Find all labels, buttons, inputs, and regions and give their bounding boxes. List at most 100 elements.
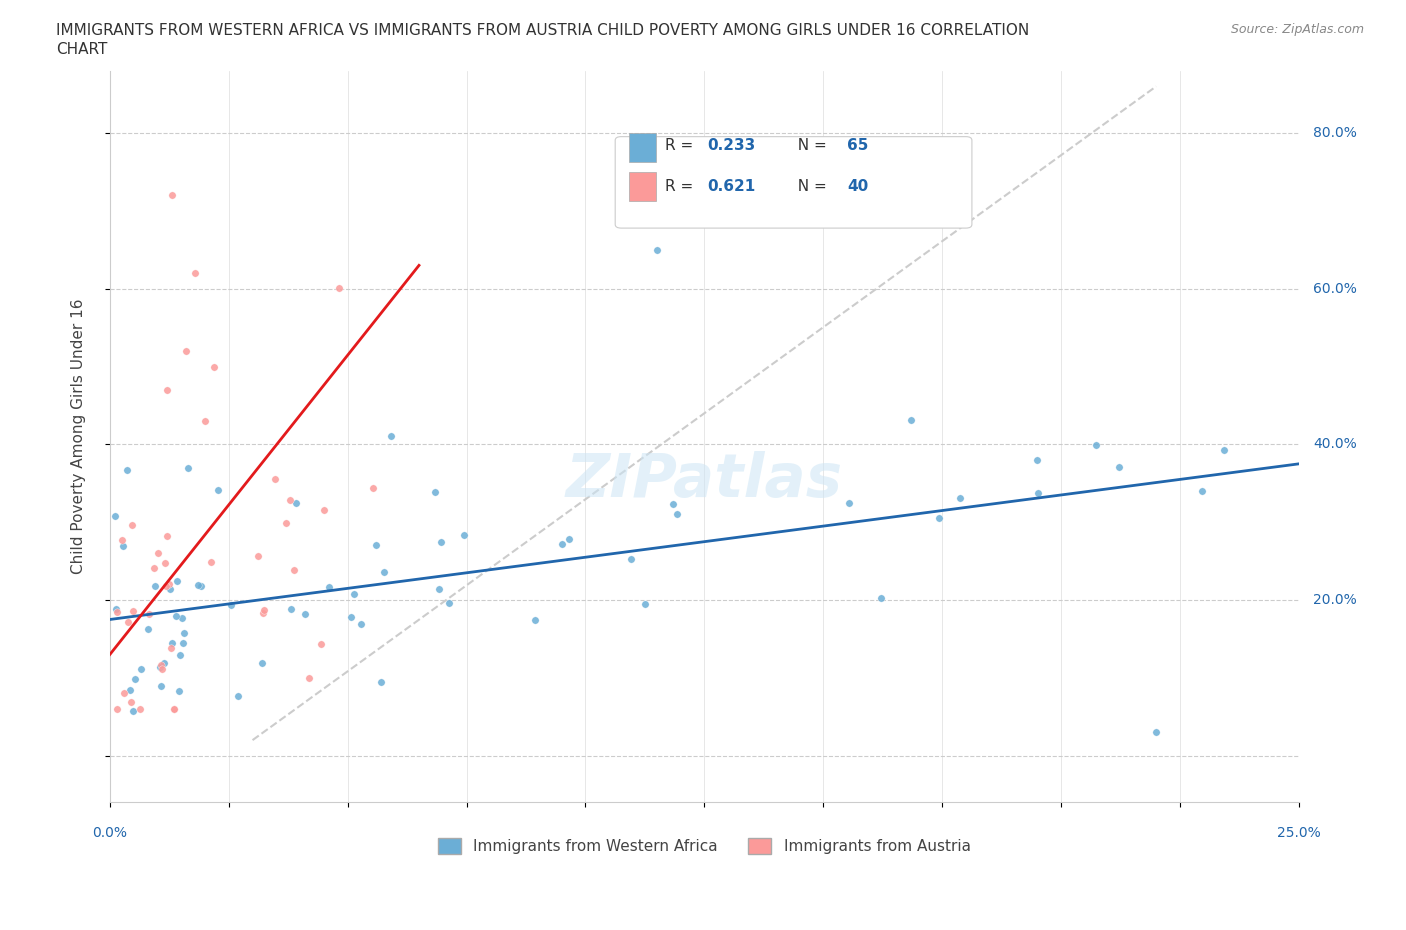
Point bbox=[252, 606, 274, 621]
Text: N =: N = bbox=[787, 179, 831, 193]
Point bbox=[160, 640, 183, 655]
Text: 80.0%: 80.0% bbox=[1313, 126, 1357, 140]
Point bbox=[340, 610, 363, 625]
Point bbox=[163, 701, 186, 716]
Point bbox=[361, 481, 384, 496]
Point bbox=[1144, 724, 1167, 739]
Point bbox=[219, 598, 242, 613]
Text: 0.0%: 0.0% bbox=[93, 826, 128, 840]
Point bbox=[366, 538, 388, 552]
Point bbox=[187, 578, 209, 592]
Point bbox=[172, 636, 194, 651]
Point bbox=[156, 382, 179, 397]
Text: IMMIGRANTS FROM WESTERN AFRICA VS IMMIGRANTS FROM AUSTRIA CHILD POVERTY AMONG GI: IMMIGRANTS FROM WESTERN AFRICA VS IMMIGR… bbox=[56, 23, 1029, 38]
Point bbox=[173, 625, 195, 640]
Point bbox=[121, 517, 143, 532]
Text: N =: N = bbox=[787, 138, 831, 153]
Point bbox=[152, 661, 174, 676]
Point bbox=[157, 577, 180, 591]
Text: 40: 40 bbox=[846, 179, 869, 193]
Text: 25.0%: 25.0% bbox=[1277, 826, 1320, 840]
Point bbox=[318, 579, 340, 594]
Point bbox=[167, 684, 190, 698]
Point bbox=[551, 536, 574, 551]
Point bbox=[1108, 460, 1130, 475]
Point bbox=[105, 701, 128, 716]
Point bbox=[309, 636, 332, 651]
Text: 0.233: 0.233 bbox=[707, 138, 755, 153]
Point bbox=[1191, 484, 1213, 498]
Point bbox=[1026, 453, 1049, 468]
Point bbox=[246, 549, 269, 564]
Point bbox=[662, 497, 685, 512]
Point bbox=[159, 581, 181, 596]
Bar bbox=[630, 172, 655, 201]
Point bbox=[620, 551, 643, 566]
Text: 65: 65 bbox=[846, 138, 869, 153]
Point bbox=[169, 647, 191, 662]
Text: R =: R = bbox=[665, 179, 699, 193]
Point bbox=[149, 658, 172, 672]
Point bbox=[149, 660, 172, 675]
Point bbox=[253, 603, 276, 618]
Point bbox=[117, 463, 139, 478]
Text: 40.0%: 40.0% bbox=[1313, 437, 1357, 451]
Bar bbox=[630, 133, 655, 162]
Point bbox=[423, 485, 446, 499]
Text: R =: R = bbox=[665, 138, 699, 153]
Point bbox=[380, 429, 402, 444]
Point bbox=[439, 596, 461, 611]
Point bbox=[204, 359, 226, 374]
Text: 0.621: 0.621 bbox=[707, 179, 755, 193]
Point bbox=[128, 701, 150, 716]
Point bbox=[294, 606, 316, 621]
Point bbox=[328, 280, 350, 295]
Point bbox=[149, 679, 172, 694]
Point bbox=[263, 472, 285, 486]
Point bbox=[870, 591, 893, 605]
Point bbox=[1085, 437, 1108, 452]
Point bbox=[120, 695, 142, 710]
Point bbox=[1026, 485, 1049, 500]
Point bbox=[177, 460, 200, 475]
Point bbox=[949, 490, 972, 505]
Point bbox=[184, 266, 207, 281]
Point bbox=[112, 686, 135, 701]
Point bbox=[156, 528, 179, 543]
Point bbox=[645, 243, 668, 258]
Point bbox=[117, 615, 139, 630]
Point bbox=[298, 671, 321, 685]
Point bbox=[153, 555, 176, 570]
Text: 60.0%: 60.0% bbox=[1313, 282, 1357, 296]
Point bbox=[142, 561, 165, 576]
Point bbox=[900, 412, 922, 427]
Point bbox=[124, 671, 146, 686]
Point bbox=[104, 509, 127, 524]
Point bbox=[121, 703, 143, 718]
Point bbox=[172, 611, 194, 626]
Point bbox=[1212, 443, 1234, 458]
Point bbox=[160, 635, 183, 650]
Point bbox=[285, 496, 308, 511]
Point bbox=[166, 574, 188, 589]
Point bbox=[283, 563, 305, 578]
Point bbox=[155, 578, 177, 593]
Point bbox=[280, 602, 302, 617]
Point bbox=[160, 188, 183, 203]
Point bbox=[343, 587, 366, 602]
Point bbox=[523, 612, 546, 627]
Text: Source: ZipAtlas.com: Source: ZipAtlas.com bbox=[1230, 23, 1364, 36]
Point bbox=[276, 516, 298, 531]
Point bbox=[190, 578, 212, 593]
Point bbox=[453, 527, 475, 542]
Point bbox=[558, 532, 581, 547]
Text: ZIPatlas: ZIPatlas bbox=[565, 451, 844, 510]
Point bbox=[152, 656, 174, 671]
Point bbox=[928, 511, 950, 525]
Point bbox=[148, 545, 170, 560]
Point bbox=[373, 565, 395, 579]
Point bbox=[207, 483, 229, 498]
Point bbox=[111, 533, 134, 548]
Text: 20.0%: 20.0% bbox=[1313, 593, 1357, 607]
Point bbox=[838, 496, 860, 511]
